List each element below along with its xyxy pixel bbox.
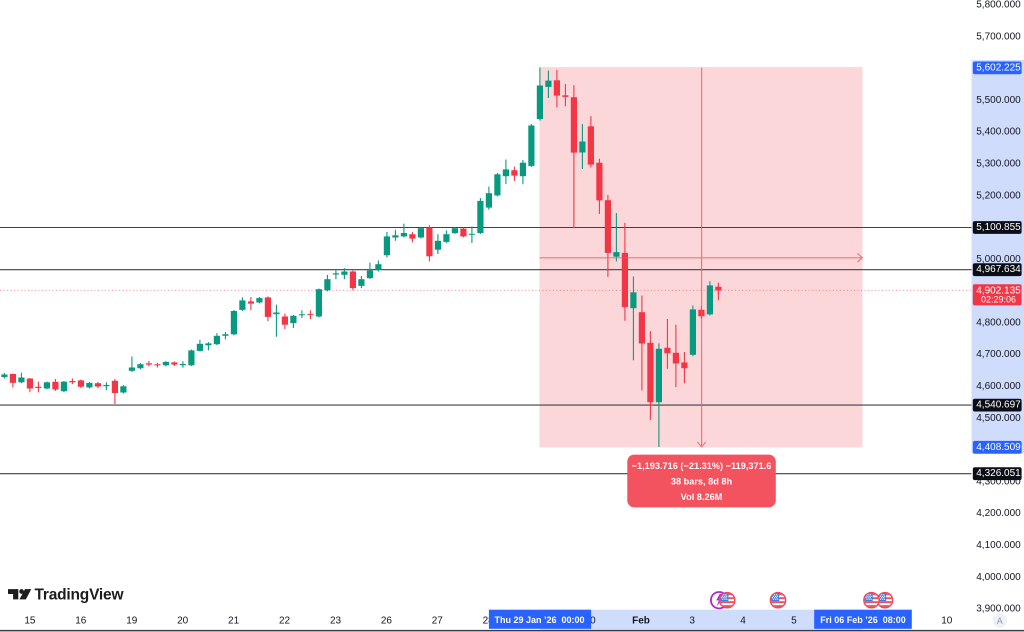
svg-text:5,800.000: 5,800.000 [976,0,1021,11]
svg-text:28: 28 [483,615,495,626]
svg-text:4,902.135: 4,902.135 [976,285,1021,296]
svg-text:21: 21 [228,615,240,626]
svg-text:5,500.000: 5,500.000 [976,95,1021,106]
svg-text:4,300.000: 4,300.000 [976,476,1021,487]
svg-text:5,602.225: 5,602.225 [976,62,1021,73]
svg-text:A: A [997,616,1003,626]
svg-text:4: 4 [740,615,746,626]
svg-text:4,408.509: 4,408.509 [976,442,1021,453]
svg-text:4,700.000: 4,700.000 [976,349,1021,360]
svg-text:4,000.000: 4,000.000 [976,572,1021,583]
svg-text:5,200.000: 5,200.000 [976,190,1021,201]
svg-text:4,200.000: 4,200.000 [976,508,1021,519]
svg-text:23: 23 [330,615,342,626]
svg-text:15: 15 [24,615,36,626]
svg-text:16: 16 [75,615,87,626]
svg-text:4,326.051: 4,326.051 [976,468,1021,479]
svg-text:5,300.000: 5,300.000 [976,159,1021,170]
svg-text:26: 26 [381,615,393,626]
svg-text:−1,193.716 (−21.31%) −119,371.: −1,193.716 (−21.31%) −119,371.6 [632,461,772,471]
svg-text:4,500.000: 4,500.000 [976,413,1021,424]
svg-text:5,000.000: 5,000.000 [976,254,1021,265]
svg-text:4,800.000: 4,800.000 [976,317,1021,328]
svg-text:5,700.000: 5,700.000 [976,31,1021,42]
svg-text:38 bars, 8d 8h: 38 bars, 8d 8h [671,476,733,486]
svg-text:02:29:06: 02:29:06 [981,295,1016,305]
svg-text:22: 22 [279,615,291,626]
svg-text:19: 19 [126,615,138,626]
svg-text:Vol 8.26M: Vol 8.26M [681,492,723,502]
svg-text:27: 27 [432,615,444,626]
svg-text:4,600.000: 4,600.000 [976,381,1021,392]
svg-text:5,100.855: 5,100.855 [976,222,1021,233]
svg-text:4,100.000: 4,100.000 [976,540,1021,551]
svg-text:10: 10 [941,615,953,626]
svg-text:TradingView: TradingView [35,586,125,603]
svg-text:4,967.634: 4,967.634 [976,264,1021,275]
svg-text:Fri 06 Feb ’26 08:00: Fri 06 Feb ’26 08:00 [820,615,906,625]
svg-text:4,540.697: 4,540.697 [976,400,1021,411]
svg-text:20: 20 [177,615,189,626]
svg-text:3,900.000: 3,900.000 [976,604,1021,615]
svg-text:Feb: Feb [632,615,650,626]
svg-text:Thu 29 Jan ’26 00:00: Thu 29 Jan ’26 00:00 [494,615,584,625]
svg-text:5: 5 [791,615,797,626]
svg-text:5,400.000: 5,400.000 [976,127,1021,138]
svg-text:3: 3 [689,615,695,626]
